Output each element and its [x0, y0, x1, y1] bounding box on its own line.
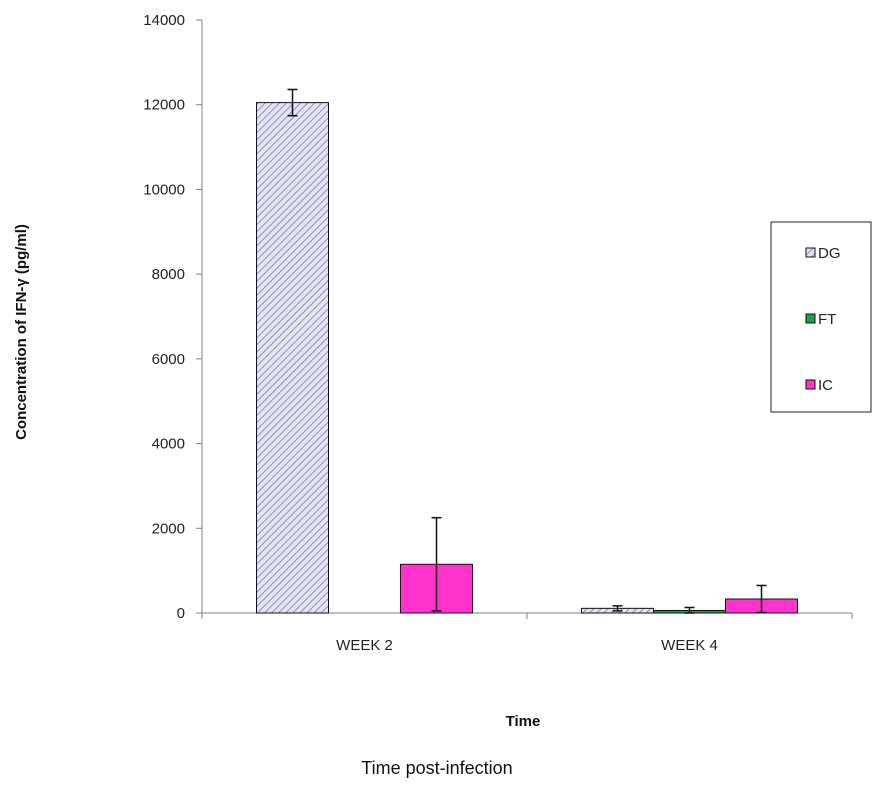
figure-caption: Time post-infection: [361, 758, 513, 778]
error-bars: [287, 88, 767, 614]
bar-dg: [256, 102, 329, 614]
y-axis-title: Concentration of IFN-γ (pg/ml): [13, 224, 30, 440]
y-tick-label: 12000: [143, 97, 185, 114]
y-axis: 0 2000 4000 6000 8000 10000 12000 14000: [143, 12, 203, 622]
legend-label: FT: [818, 311, 836, 328]
legend-label: IC: [818, 377, 833, 394]
y-tick-label: 6000: [152, 351, 185, 368]
x-category-label: WEEK 4: [661, 637, 718, 654]
legend-box: [770, 221, 872, 413]
legend-swatch-ic: [805, 379, 816, 390]
legend-swatch-dg: [805, 247, 816, 258]
x-category-label: WEEK 2: [336, 637, 393, 654]
y-tick-label: 10000: [143, 181, 185, 198]
bars: [256, 102, 798, 614]
x-axis-title: Time: [506, 713, 541, 730]
y-tick-label: 4000: [152, 436, 185, 453]
legend-label: DG: [818, 245, 841, 262]
y-tick-label: 14000: [143, 12, 185, 29]
y-tick-label: 2000: [152, 520, 185, 537]
legend-swatch-ft: [805, 313, 816, 324]
x-axis: WEEK 2 WEEK 4: [201, 612, 853, 654]
y-tick-label: 8000: [152, 266, 185, 283]
y-tick-label: 0: [177, 605, 185, 622]
legend: DG FT IC: [770, 221, 872, 413]
